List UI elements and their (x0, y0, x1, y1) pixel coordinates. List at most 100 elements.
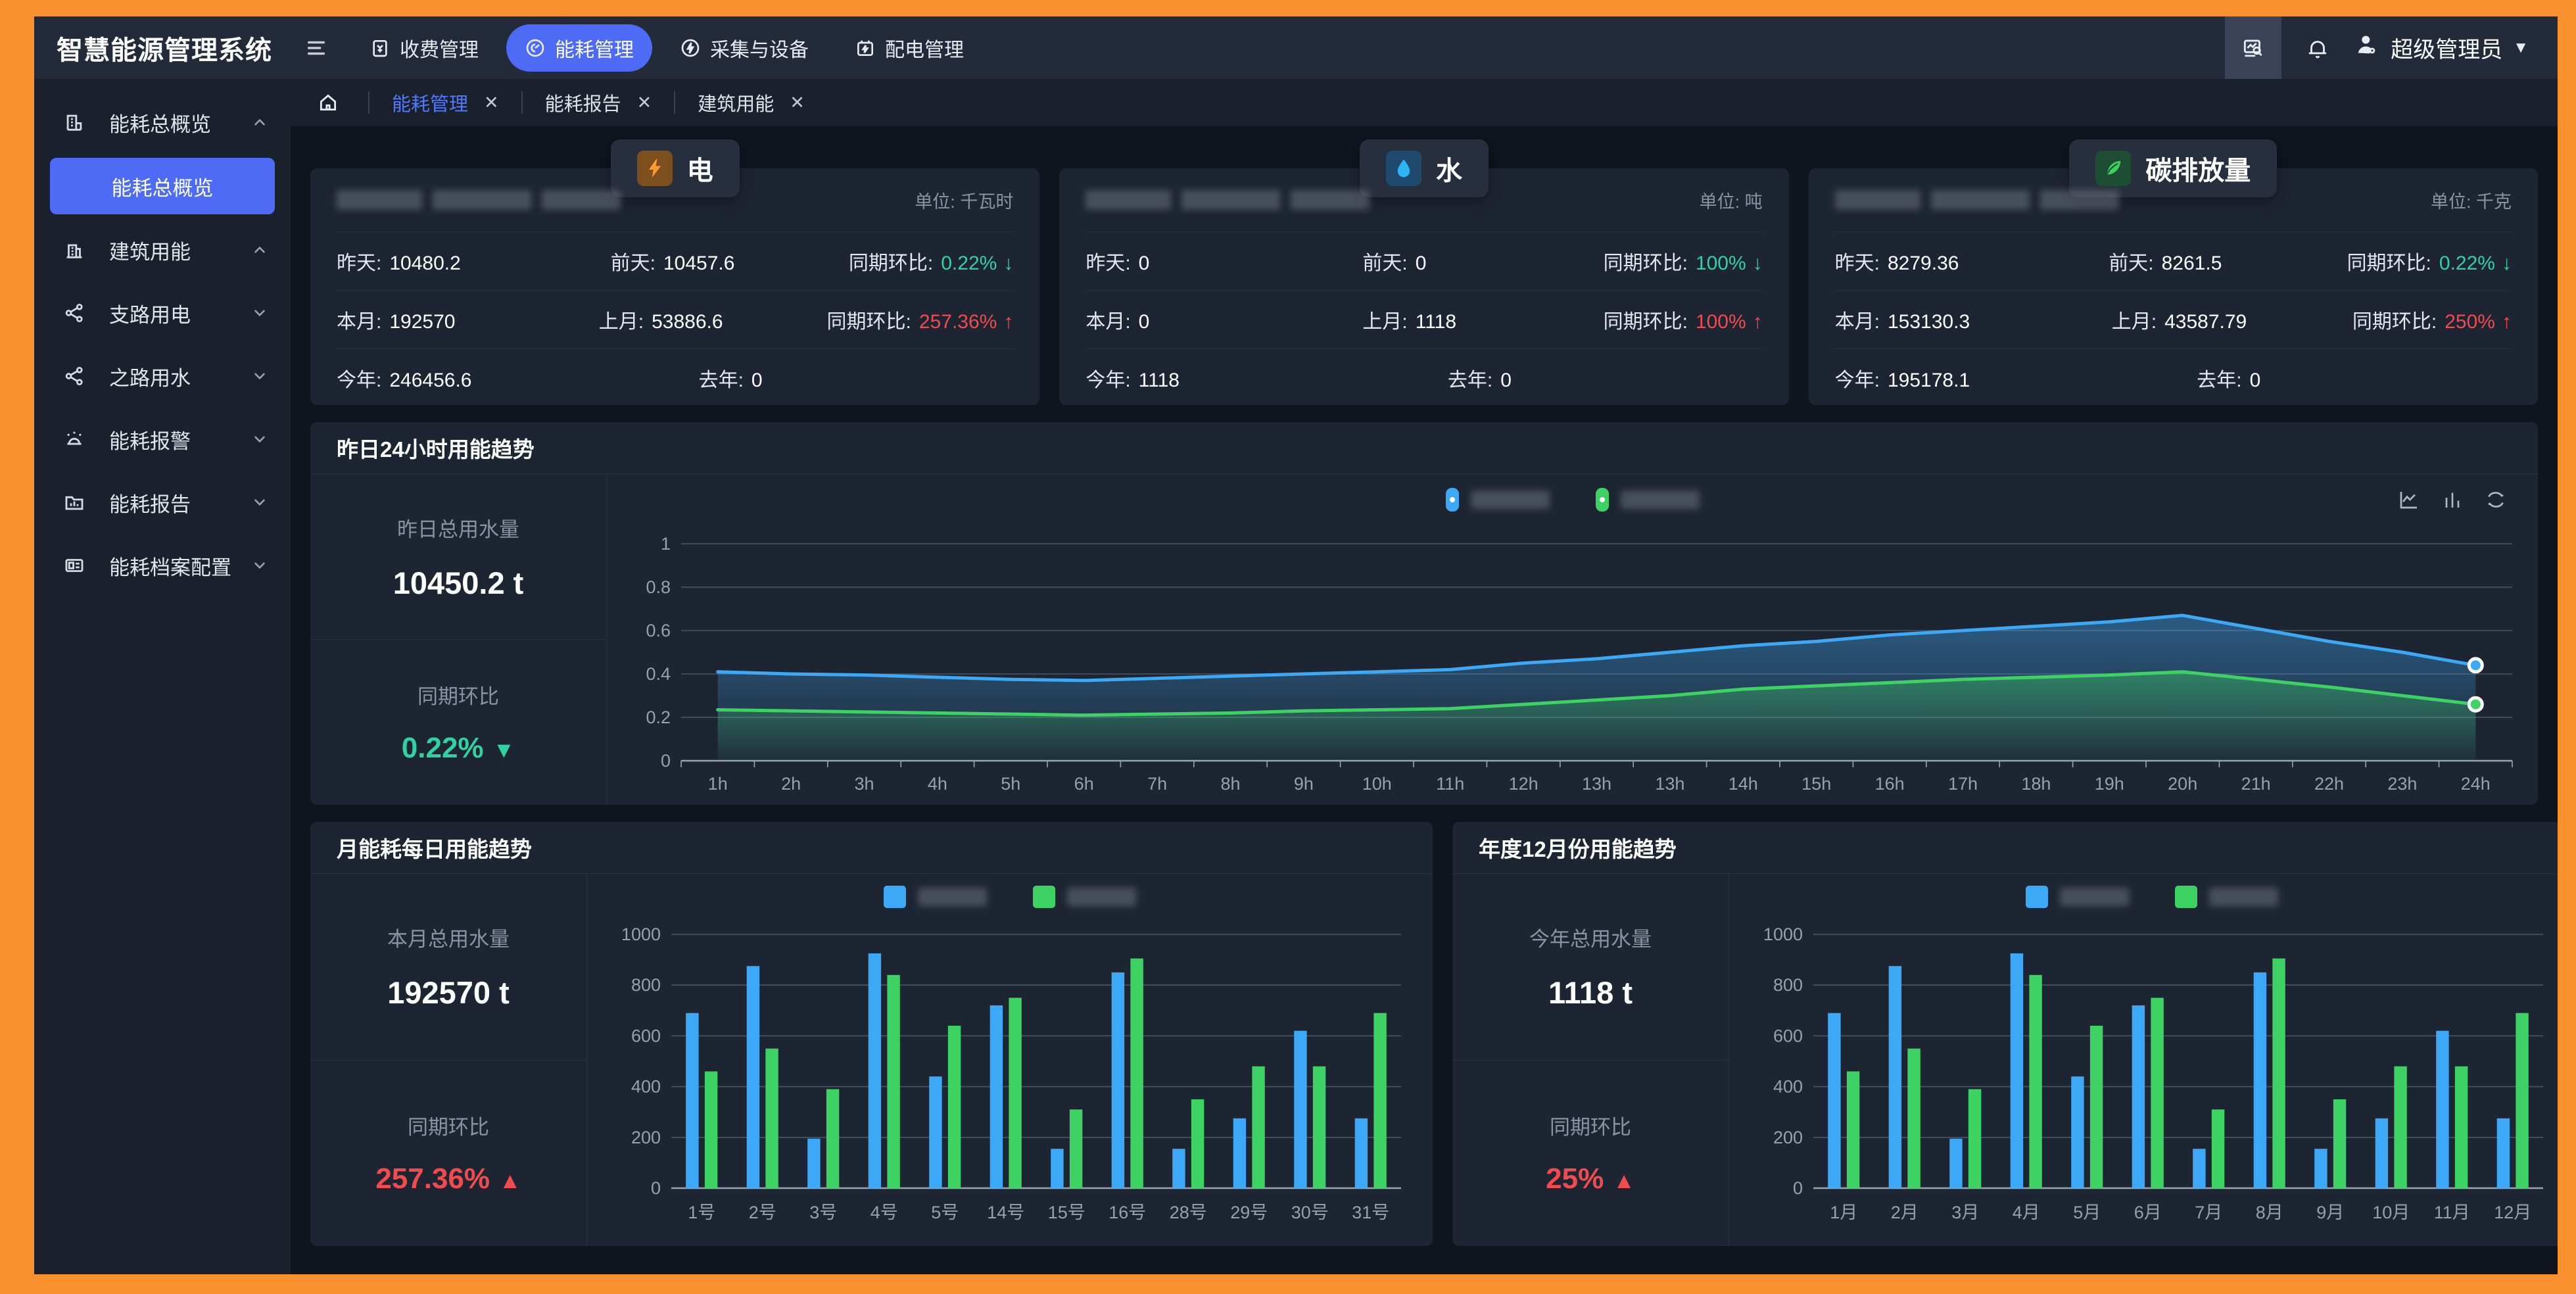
bar-chart-toggle-icon[interactable] (2441, 488, 2464, 512)
refresh-restore-icon[interactable] (2484, 488, 2508, 512)
branch-share-icon (63, 365, 92, 387)
censored-legend-label (2209, 888, 2278, 906)
svg-text:3号: 3号 (809, 1203, 837, 1222)
svg-text:28号: 28号 (1170, 1203, 1207, 1222)
hourly-total-stat: 昨日总用水量 10450.2 t (393, 517, 524, 600)
home-icon[interactable] (317, 91, 339, 114)
notifications-bell-icon[interactable] (2281, 36, 2354, 60)
card-stat-row: 本月: 0 上月: 1118 同期环比: 100% ↑ (1085, 290, 1763, 348)
electricity-badge: 电 (610, 139, 740, 197)
sidebar-collapse-icon[interactable] (305, 37, 327, 59)
menu-item-power-distribution[interactable]: 配电管理 (836, 24, 982, 72)
legend-pin-icon (1595, 488, 1609, 512)
svg-text:14号: 14号 (987, 1203, 1024, 1222)
legend-item-series-green[interactable] (2175, 886, 2278, 908)
svg-text:16号: 16号 (1109, 1203, 1146, 1222)
svg-text:16h: 16h (1875, 774, 1905, 794)
unit-label: 单位: 千瓦时 (915, 191, 1014, 212)
trend-down-icon: ↓ (2501, 252, 2512, 274)
svg-text:13h: 13h (1582, 774, 1611, 794)
legend-item-series-green[interactable] (1033, 886, 1136, 908)
panel-title: 月能耗每日用能趋势 (310, 822, 1433, 874)
navbar-right: 超级管理员 ▼ (2225, 16, 2558, 79)
svg-text:10月: 10月 (2372, 1203, 2410, 1222)
svg-text:5h: 5h (1001, 774, 1020, 794)
menu-item-devices[interactable]: 采集与设备 (661, 24, 827, 72)
tab-separator (368, 91, 370, 114)
sidebar-item-energy-archive-config[interactable]: 能耗档案配置 (34, 534, 291, 597)
tab-energy-report[interactable]: 能耗报告 ✕ (544, 92, 652, 116)
svg-text:23h: 23h (2387, 774, 2417, 794)
card-stat-row: 今年: 1118 去年: 0 (1085, 348, 1763, 407)
chevron-down-icon: ▼ (2513, 38, 2529, 57)
legend-item-series-blue[interactable] (2026, 886, 2129, 908)
tab-energy-management[interactable]: 能耗管理 ✕ (392, 92, 499, 116)
legend-square-icon (1033, 886, 1055, 908)
close-icon[interactable]: ✕ (636, 92, 652, 112)
svg-text:4号: 4号 (871, 1203, 898, 1222)
svg-text:11月: 11月 (2434, 1203, 2470, 1222)
daily-bar-chart[interactable]: 0 200 400 600 800 1000 1号 2号 3号 4号 5号 14号 15号 16号 28号 2… (606, 920, 1414, 1235)
user-menu[interactable]: 超级管理员 ▼ (2354, 32, 2558, 64)
svg-text:24h: 24h (2461, 774, 2491, 794)
svg-text:8h: 8h (1220, 774, 1240, 794)
chevron-down-icon (251, 557, 268, 574)
close-icon[interactable]: ✕ (484, 92, 499, 112)
tabs-bar: 能耗管理 ✕ 能耗报告 ✕ 建筑用能 ✕ (291, 79, 2558, 126)
tab-building-energy[interactable]: 建筑用能 ✕ (698, 92, 805, 116)
trend-down-icon: ↓ (1752, 252, 1763, 274)
line-chart-toggle-icon[interactable] (2397, 488, 2421, 512)
sidebar-item-energy-alarm[interactable]: 能耗报警 (34, 408, 291, 471)
trend-up-icon: ↑ (1752, 311, 1763, 333)
censored-legend-label (1470, 491, 1550, 509)
svg-text:12h: 12h (1509, 774, 1538, 794)
sidebar-item-energy-overview[interactable]: 能耗总概览 (34, 91, 291, 154)
monitor-search-icon[interactable] (2225, 16, 2282, 79)
svg-text:22h: 22h (2314, 774, 2344, 794)
svg-text:600: 600 (631, 1026, 661, 1045)
legend-item-series-blue[interactable] (884, 886, 987, 908)
svg-text:11h: 11h (1436, 774, 1464, 794)
svg-text:12月: 12月 (2494, 1203, 2531, 1222)
svg-text:0.8: 0.8 (646, 577, 671, 597)
card-stat-row: 本月: 153130.3 上月: 43587.79 同期环比: 250% ↑ (1834, 290, 2512, 348)
svg-text:4月: 4月 (2013, 1203, 2040, 1222)
svg-text:200: 200 (1773, 1128, 1803, 1147)
svg-text:0.4: 0.4 (646, 664, 671, 684)
sidebar-subitem-energy-overview-active[interactable]: 能耗总概览 (50, 158, 275, 214)
censored-legend-label (1067, 888, 1136, 906)
monthly-bar-chart[interactable]: 0 200 400 600 800 1000 1月 2月 3月 4月 5月 6月 7月 8月 9月 10月 11… (1748, 920, 2556, 1235)
svg-text:1号: 1号 (688, 1203, 715, 1222)
daily-legend (606, 874, 1414, 920)
top-navbar: 智慧能源管理系统 收费管理 能耗管理 采集与设备 (34, 16, 2558, 79)
close-icon[interactable]: ✕ (790, 92, 805, 112)
svg-text:8月: 8月 (2256, 1203, 2283, 1222)
sidebar-item-branch-electricity[interactable]: 支路用电 (34, 281, 291, 345)
svg-text:400: 400 (1773, 1077, 1803, 1097)
svg-text:13h: 13h (1655, 774, 1684, 794)
sidebar-item-branch-water[interactable]: 之路用水 (34, 345, 291, 408)
card-stat-row: 本月: 192570 上月: 53886.6 同期环比: 257.36% ↑ (337, 290, 1014, 348)
menu-item-energy[interactable]: 能耗管理 (506, 24, 652, 72)
legend-pin-icon (1445, 488, 1459, 512)
unit-label: 单位: 千克 (2430, 191, 2512, 212)
trend-down-icon: ↓ (1003, 252, 1014, 274)
svg-text:3h: 3h (854, 774, 874, 794)
building-icon (63, 239, 92, 261)
sidebar-item-energy-report[interactable]: 能耗报告 (34, 471, 291, 534)
svg-text:15h: 15h (1801, 774, 1831, 794)
legend-item-series-blue[interactable] (1445, 488, 1550, 512)
svg-text:1000: 1000 (1763, 924, 1803, 944)
daily-trend-panel: 月能耗每日用能趋势 本月总用水量 192570 t 同期环比 257.36% ▲ (310, 822, 1433, 1246)
svg-text:3月: 3月 (1951, 1203, 1979, 1222)
svg-text:200: 200 (631, 1128, 661, 1147)
billing-icon (370, 37, 391, 59)
card-stat-row: 昨天: 0 前天: 0 同期环比: 100% ↓ (1085, 231, 1763, 290)
menu-item-billing[interactable]: 收费管理 (351, 24, 497, 72)
card-stat-row: 今年: 246456.6 去年: 0 (337, 348, 1014, 407)
legend-item-series-green[interactable] (1595, 488, 1700, 512)
svg-text:9月: 9月 (2316, 1203, 2344, 1222)
sidebar-item-building-energy[interactable]: 建筑用能 (34, 218, 291, 281)
electricity-card: 电 单位: 千瓦时 昨天: 10480.2 前天: 10457.6 同期环比: 0.2… (310, 139, 1040, 407)
